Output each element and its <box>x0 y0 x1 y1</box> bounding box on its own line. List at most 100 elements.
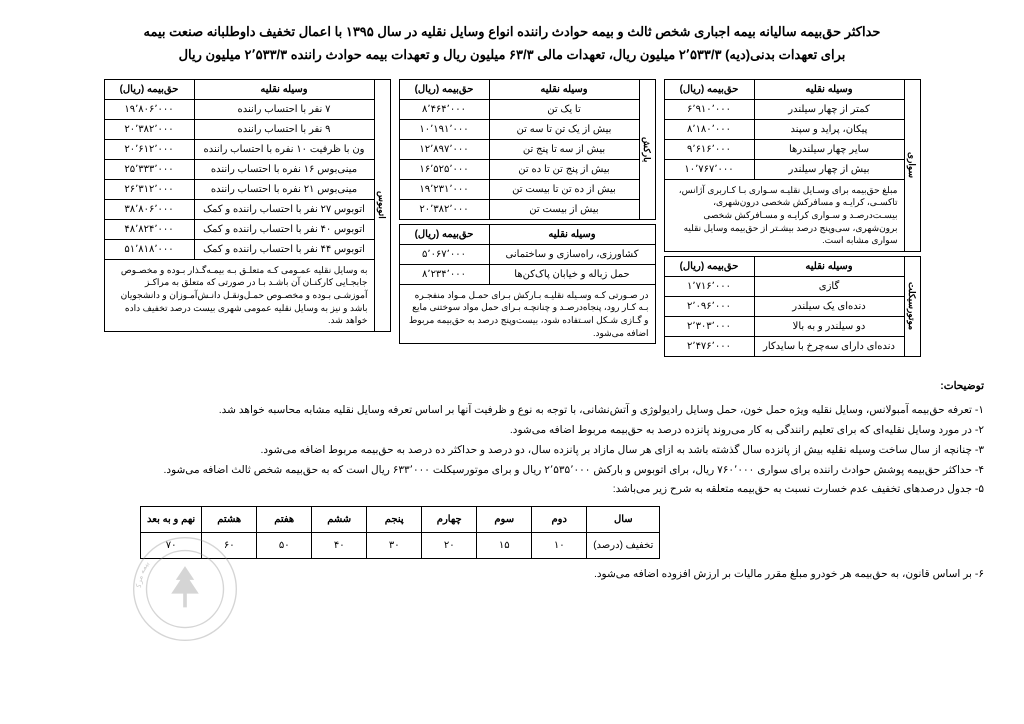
tr2-p-1: ۸٬۲۳۴٬۰۰۰ <box>399 264 489 284</box>
bike-v-3: دنده‌ای دارای سه‌چرخ با سایدکار <box>754 336 904 356</box>
tr2-p-0: ۵٬۰۶۷٬۰۰۰ <box>399 244 489 264</box>
car-p-3: ۱۰٬۷۶۷٬۰۰۰ <box>664 159 754 179</box>
dv-5: ۵۰ <box>257 533 312 559</box>
bus-p-5: ۳۸٬۸۰۶٬۰۰۰ <box>104 199 194 219</box>
dv-2: ۲۰ <box>422 533 477 559</box>
tr-v-1: بیش از یک تن تا سه تن <box>489 119 639 139</box>
th-premium: حق‌بیمه (ریال) <box>399 224 489 244</box>
dr-label: تخفیف (درصد) <box>587 533 660 559</box>
note-2: ۲- در مورد وسایل نقلیه‌ای که برای تعلیم … <box>40 421 984 441</box>
dh-5: ششم <box>312 507 367 533</box>
dh-7: هشتم <box>202 507 257 533</box>
note-4: ۴- حداکثر حق‌بیمه پوشش حوادث راننده برای… <box>40 461 984 481</box>
tr-p-2: ۱۲٬۸۹۷٬۰۰۰ <box>399 139 489 159</box>
car-v-0: کمتر از چهار سیلندر <box>754 99 904 119</box>
car-note: مبلغ حق‌بیمه برای وسـایل نقلیـه سـواری ب… <box>664 179 904 251</box>
note-5: ۵- جدول درصدهای تخفیف عدم خسارت نسبت به … <box>40 480 984 500</box>
bus-v-3: مینی‌بوس ۱۶ نفره با احتساب راننده <box>194 159 374 179</box>
bus-p-3: ۲۵٬۳۳۳٬۰۰۰ <box>104 159 194 179</box>
th-premium: حق‌بیمه (ریال) <box>664 256 754 276</box>
bus-p-4: ۲۶٬۳۱۲٬۰۰۰ <box>104 179 194 199</box>
bike-p-0: ۱٬۷۱۶٬۰۰۰ <box>664 276 754 296</box>
dh-8: نهم و به بعد <box>141 507 202 533</box>
bus-note: به وسایل نقلیه عمـومی کـه متعلـق بـه بیم… <box>104 259 374 331</box>
bus-v-2: ون با ظرفیت ۱۰ نفره با احتساب راننده <box>194 139 374 159</box>
bus-table: اتوبوس وسیله نقلیه حق‌بیمه (ریال) ۷ نفر … <box>104 79 391 332</box>
th-premium: حق‌بیمه (ریال) <box>399 79 489 99</box>
th-premium: حق‌بیمه (ریال) <box>664 79 754 99</box>
dv-0: ۱۰ <box>532 533 587 559</box>
bike-p-2: ۲٬۳۰۳٬۰۰۰ <box>664 316 754 336</box>
dv-4: ۴۰ <box>312 533 367 559</box>
tr-p-1: ۱۰٬۱۹۱٬۰۰۰ <box>399 119 489 139</box>
dh-1: دوم <box>532 507 587 533</box>
tr-v-5: بیش از بیست تن <box>489 199 639 219</box>
dh-4: پنجم <box>367 507 422 533</box>
bus-p-7: ۵۱٬۸۱۸٬۰۰۰ <box>104 239 194 259</box>
col-car-bike: سواری وسیله نقلیه حق‌بیمه (ریال) کمتر از… <box>664 79 921 357</box>
dv-3: ۳۰ <box>367 533 422 559</box>
note-3: ۳- چنانچه از سال ساخت وسیله نقلیه بیش از… <box>40 441 984 461</box>
title-line-1: حداکثر حق‌بیمه سالیانه بیمه اجباری شخص ث… <box>40 20 984 43</box>
car-group-label: سواری <box>904 79 920 251</box>
dh-6: هفتم <box>257 507 312 533</box>
note-1: ۱- تعرفه حق‌بیمه آمبولانس، وسایل نقلیه و… <box>40 401 984 421</box>
tr-p-3: ۱۶٬۵۲۵٬۰۰۰ <box>399 159 489 179</box>
th-vehicle: وسیله نقلیه <box>489 224 655 244</box>
car-v-2: سایر چهار سیلندرها <box>754 139 904 159</box>
bus-v-7: اتوبوس ۴۴ نفر با احتساب راننده و کمک <box>194 239 374 259</box>
title-line-2: برای تعهدات بدنی(دیه) ۲٬۵۳۳/۳ میلیون ریا… <box>40 43 984 66</box>
car-p-0: ۶٬۹۱۰٬۰۰۰ <box>664 99 754 119</box>
notes-title: توضیحات: <box>40 377 984 397</box>
bus-v-6: اتوبوس ۴۰ نفر با احتساب راننده و کمک <box>194 219 374 239</box>
tr2-v-0: کشاورزی، راه‌سازی و ساختمانی <box>489 244 655 264</box>
tr-p-0: ۸٬۴۶۴٬۰۰۰ <box>399 99 489 119</box>
bike-v-0: گازی <box>754 276 904 296</box>
tr-p-4: ۱۹٬۲۳۱٬۰۰۰ <box>399 179 489 199</box>
tr-v-2: بیش از سه تا پنج تن <box>489 139 639 159</box>
tables-container: سواری وسیله نقلیه حق‌بیمه (ریال) کمتر از… <box>40 79 984 357</box>
th-vehicle: وسیله نقلیه <box>489 79 639 99</box>
car-v-1: پیکان، پراید و سپند <box>754 119 904 139</box>
bus-group-label: اتوبوس <box>374 79 390 331</box>
bike-table: موتورسیکلت وسیله نقلیه حق‌بیمه (ریال) گا… <box>664 256 921 357</box>
bike-v-1: دنده‌ای یک سیلندر <box>754 296 904 316</box>
truck2-note: در صـورتی کـه وسـیله نقلیـه بـارکش بـرای… <box>399 284 655 343</box>
truck-table: بارکش وسیله نقلیه حق‌بیمه (ریال) تا یک ت… <box>399 79 656 220</box>
dh-3: چهارم <box>422 507 477 533</box>
bus-p-0: ۱۹٬۸۰۶٬۰۰۰ <box>104 99 194 119</box>
page-title: حداکثر حق‌بیمه سالیانه بیمه اجباری شخص ث… <box>40 20 984 67</box>
car-p-1: ۸٬۱۸۰٬۰۰۰ <box>664 119 754 139</box>
car-table: سواری وسیله نقلیه حق‌بیمه (ریال) کمتر از… <box>664 79 921 252</box>
bike-p-3: ۲٬۴۷۶٬۰۰۰ <box>664 336 754 356</box>
bus-v-1: ۹ نفر با احتساب راننده <box>194 119 374 139</box>
bike-p-1: ۲٬۰۹۶٬۰۰۰ <box>664 296 754 316</box>
bus-v-0: ۷ نفر با احتساب راننده <box>194 99 374 119</box>
car-v-3: بیش از چهار سیلندر <box>754 159 904 179</box>
bus-p-6: ۴۸٬۸۲۴٬۰۰۰ <box>104 219 194 239</box>
col-truck: بارکش وسیله نقلیه حق‌بیمه (ریال) تا یک ت… <box>399 79 656 344</box>
bus-v-4: مینی‌بوس ۲۱ نفره با احتساب راننده <box>194 179 374 199</box>
th-premium: حق‌بیمه (ریال) <box>104 79 194 99</box>
truck-group-label: بارکش <box>639 79 655 219</box>
truck2-table: وسیله نقلیه حق‌بیمه (ریال) کشاورزی، راه‌… <box>399 224 656 344</box>
tr-v-0: تا یک تن <box>489 99 639 119</box>
bike-group-label: موتورسیکلت <box>904 256 920 356</box>
bus-p-1: ۲۰٬۳۸۲٬۰۰۰ <box>104 119 194 139</box>
th-vehicle: وسیله نقلیه <box>194 79 374 99</box>
tr-p-5: ۲۰٬۳۸۲٬۰۰۰ <box>399 199 489 219</box>
car-p-2: ۹٬۶۱۶٬۰۰۰ <box>664 139 754 159</box>
tr2-v-1: حمل زباله و خیابان پاک‌کن‌ها <box>489 264 655 284</box>
tr-v-4: بیش از ده تن تا بیست تن <box>489 179 639 199</box>
dv-1: ۱۵ <box>477 533 532 559</box>
col-bus: اتوبوس وسیله نقلیه حق‌بیمه (ریال) ۷ نفر … <box>104 79 391 332</box>
dh-0: سال <box>587 507 660 533</box>
dh-2: سوم <box>477 507 532 533</box>
th-vehicle: وسیله نقلیه <box>754 256 904 276</box>
tr-v-3: بیش از پنج تن تا ده تن <box>489 159 639 179</box>
official-seal-icon: بیمه مرکزی جمهوری اسلامی ایران <box>130 534 240 644</box>
bike-v-2: دو سیلندر و به بالا <box>754 316 904 336</box>
th-vehicle: وسیله نقلیه <box>754 79 904 99</box>
bus-p-2: ۲۰٬۶۱۲٬۰۰۰ <box>104 139 194 159</box>
bus-v-5: اتوبوس ۲۷ نفر با احتساب راننده و کمک <box>194 199 374 219</box>
